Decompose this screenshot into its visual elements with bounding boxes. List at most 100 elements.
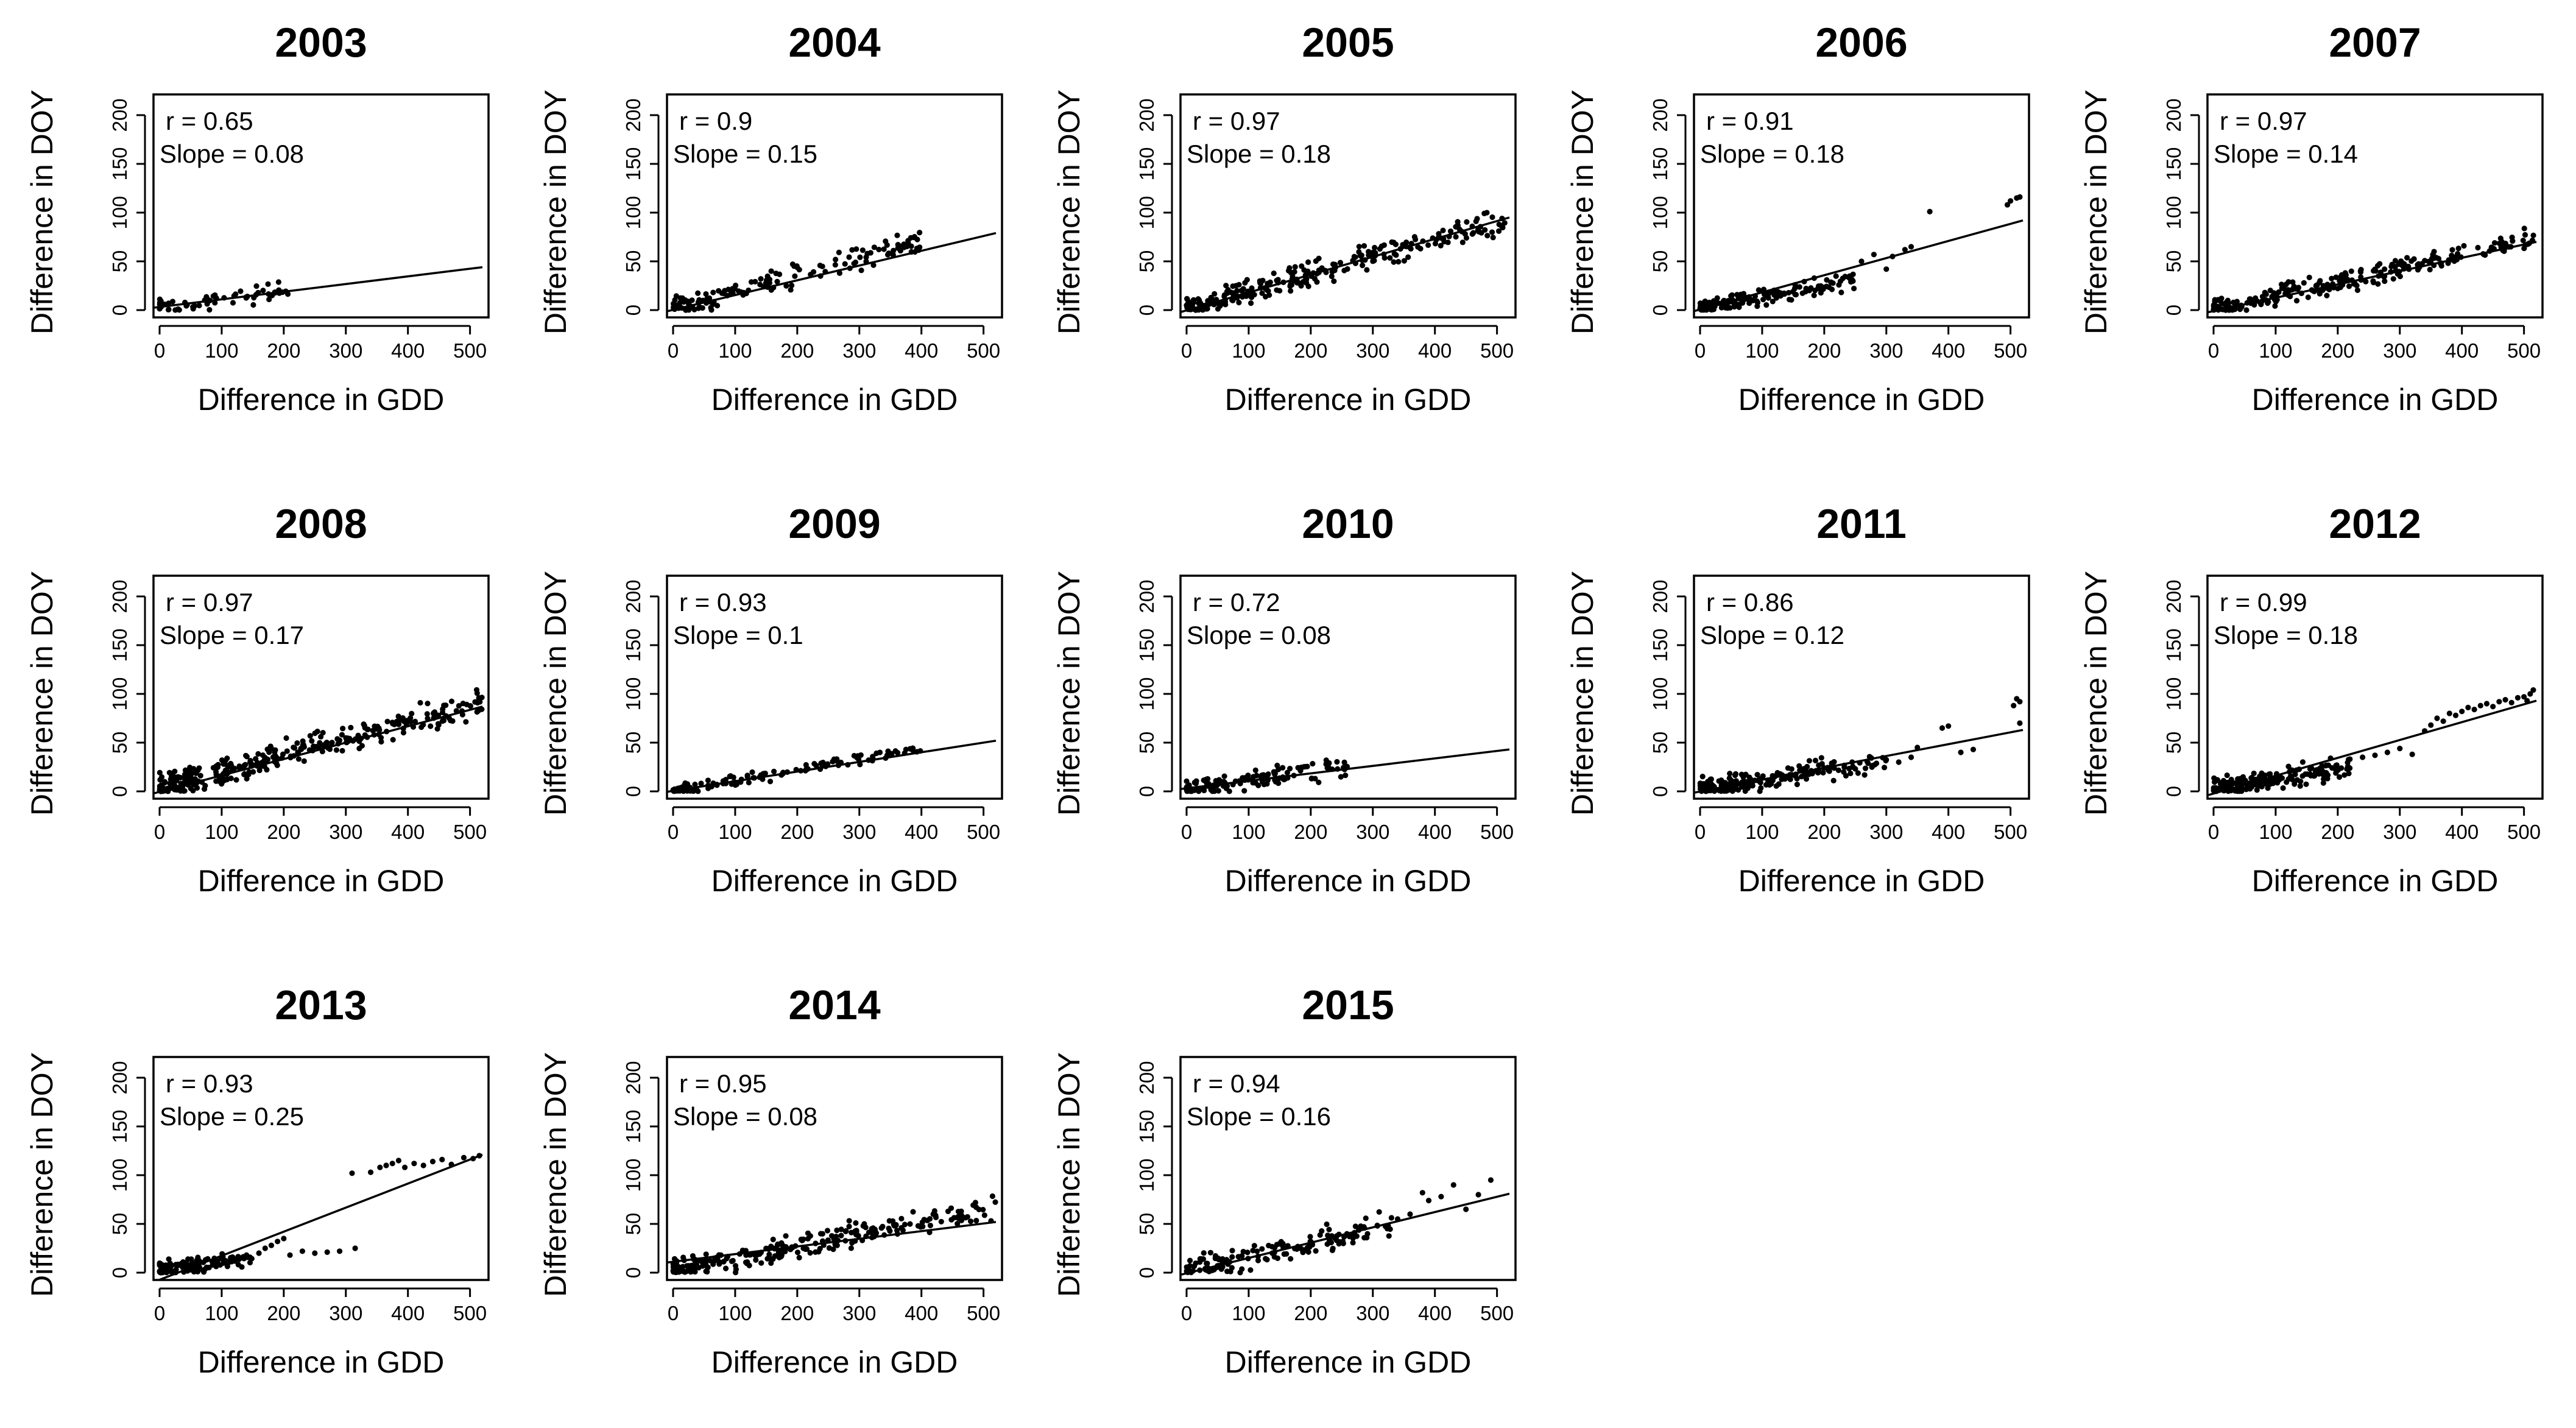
regression-line (667, 740, 997, 793)
x-tick-label: 300 (2383, 821, 2416, 843)
data-point (1819, 761, 1825, 767)
data-point (472, 699, 478, 705)
data-point (2292, 781, 2298, 787)
data-point (1244, 277, 1250, 283)
data-point (284, 291, 291, 297)
data-point (2214, 777, 2220, 783)
data-point (853, 1228, 859, 1234)
x-tick-label: 300 (2383, 339, 2416, 362)
data-point (1740, 291, 1747, 297)
y-tick-label: 100 (622, 1158, 644, 1192)
data-point (1376, 1209, 1382, 1215)
data-point (1806, 758, 1813, 764)
data-point (2322, 772, 2328, 779)
data-point (796, 1254, 802, 1260)
data-point (2426, 258, 2432, 264)
data-point (2397, 746, 2403, 752)
data-point (2011, 702, 2017, 709)
slope-label: Slope = 0.17 (160, 621, 304, 649)
y-tick-label: 150 (1649, 628, 1671, 662)
data-point (262, 1245, 268, 1251)
data-point (1812, 757, 1819, 764)
data-point (695, 290, 701, 296)
data-point (401, 1164, 408, 1170)
x-tick-label: 500 (1480, 339, 1514, 362)
data-point (881, 246, 887, 252)
correlation-label: r = 0.93 (679, 588, 767, 617)
data-point (927, 1222, 933, 1229)
data-point (905, 238, 911, 244)
data-point (1326, 1226, 1332, 1232)
data-point (1482, 227, 1488, 233)
data-point (1241, 788, 1247, 794)
data-point (1234, 288, 1240, 294)
data-point (474, 690, 480, 696)
data-point (1794, 781, 1800, 788)
data-point (378, 738, 384, 745)
x-tick-label: 100 (1232, 1302, 1265, 1324)
data-point (1851, 285, 1857, 292)
data-point (309, 738, 315, 744)
data-point (2375, 281, 2381, 287)
data-point (783, 1233, 789, 1239)
data-point (1927, 208, 1933, 214)
data-point (1388, 1215, 1394, 1221)
data-point (1230, 297, 1236, 303)
data-point (1317, 1232, 1323, 1238)
data-point (828, 1232, 835, 1239)
data-point (1387, 255, 1393, 261)
data-point (299, 1248, 306, 1254)
correlation-label: r = 0.97 (2220, 107, 2307, 135)
x-tick-label: 500 (1994, 339, 2027, 362)
data-point (221, 1260, 227, 1267)
data-point (1323, 761, 1329, 767)
data-point (221, 776, 227, 782)
data-point (803, 762, 809, 768)
data-point (696, 297, 702, 303)
data-point (157, 296, 163, 302)
data-point (1763, 292, 1769, 298)
data-point (370, 727, 376, 733)
y-tick-label: 150 (1135, 1109, 1158, 1143)
data-point (1713, 298, 1719, 304)
data-point (2320, 780, 2326, 786)
data-point (2440, 718, 2446, 724)
data-point (1272, 770, 1278, 777)
data-point (2346, 765, 2352, 771)
data-point (2311, 773, 2317, 779)
data-point (2329, 275, 2335, 281)
data-point (1462, 231, 1468, 237)
data-point (1436, 231, 1442, 237)
data-point (2237, 776, 2243, 782)
y-axis-title: Difference in DOY (2079, 90, 2113, 334)
x-tick-label: 100 (205, 1302, 238, 1324)
data-point (1709, 306, 1715, 313)
data-point (1267, 279, 1273, 285)
data-point (1450, 1182, 1456, 1188)
data-point (1773, 783, 1779, 789)
data-point (1330, 1245, 1336, 1251)
x-tick-label: 500 (453, 1302, 487, 1324)
data-point (2004, 202, 2011, 208)
slope-label: Slope = 0.25 (160, 1102, 304, 1131)
data-point (885, 748, 891, 754)
data-point (307, 733, 313, 739)
data-point (260, 288, 266, 294)
data-point (1216, 301, 1223, 307)
data-point (418, 724, 425, 730)
data-point (1474, 216, 1480, 222)
data-point (1366, 249, 1372, 255)
data-point (672, 297, 678, 303)
data-point (1763, 302, 1770, 308)
data-point (1274, 1255, 1281, 1261)
data-point (732, 1270, 739, 1276)
data-point (898, 243, 905, 249)
y-axis-title: Difference in DOY (25, 1052, 59, 1297)
data-point (707, 1257, 713, 1264)
y-tick-label: 50 (2162, 250, 2185, 273)
data-point (2253, 295, 2259, 301)
data-point (857, 254, 863, 260)
data-point (2491, 240, 2498, 246)
data-point (1316, 779, 1322, 785)
data-point (2212, 786, 2218, 792)
